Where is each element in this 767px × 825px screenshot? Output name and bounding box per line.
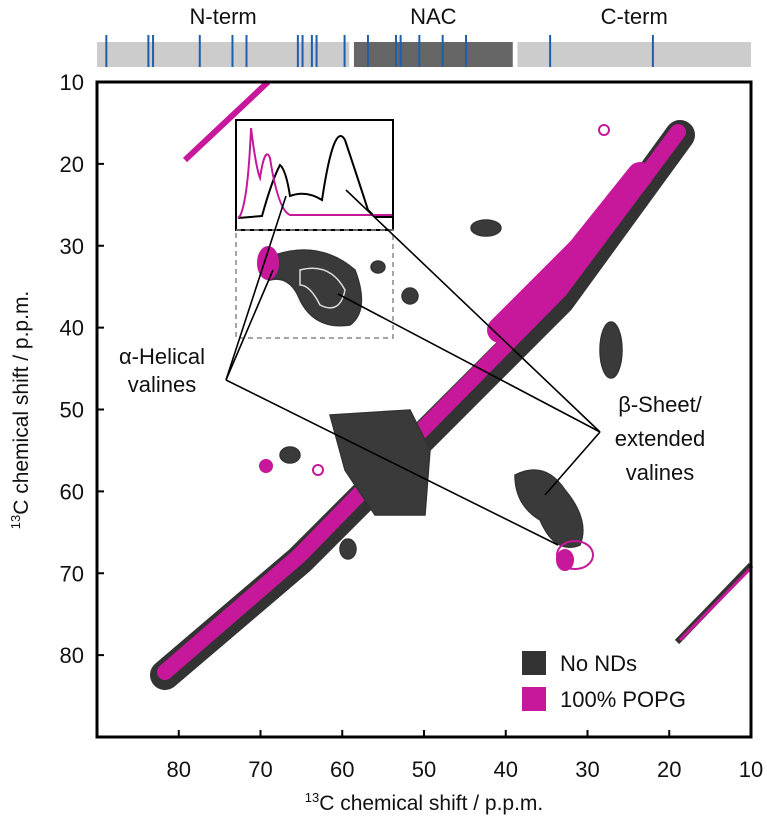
legend-label: 100% POPG: [560, 687, 686, 712]
peaks: [269, 219, 623, 560]
domain-label: NAC: [410, 4, 457, 29]
y-tick-label: 60: [60, 479, 84, 504]
label-text: C chemical shift / p.p.m.: [319, 792, 543, 815]
x-tick-label: 60: [330, 757, 354, 782]
x-axis-label: 13C chemical shift / p.p.m.: [305, 790, 544, 815]
annotation: valines: [128, 372, 196, 397]
annotation: β-Sheet/: [618, 392, 702, 417]
y-tick-label: 40: [60, 316, 84, 341]
x-tick-label: 70: [248, 757, 272, 782]
y-tick-label: 10: [60, 70, 84, 95]
y-axis-label: 13C chemical shift / p.p.m.: [8, 291, 33, 530]
arrows: [225, 189, 601, 546]
superscript: 13: [8, 515, 23, 529]
domain-label: C-term: [601, 4, 668, 29]
label-text: C chemical shift / p.p.m.: [10, 291, 33, 515]
legend-swatch: [522, 687, 546, 711]
inset: [235, 119, 394, 339]
sideband: [182, 79, 271, 163]
x-tick-label: 80: [167, 757, 191, 782]
inset-trace: [237, 127, 392, 219]
inset-trace: [237, 135, 392, 219]
y-tick-label: 50: [60, 398, 84, 423]
legend-swatch: [522, 651, 546, 675]
x-tick-label: 30: [575, 757, 599, 782]
annotation: α-Helical: [119, 344, 205, 369]
x-tick-label: 50: [412, 757, 436, 782]
inset-region: [235, 229, 394, 339]
x-tick-label: 40: [494, 757, 518, 782]
diagonal: [487, 162, 653, 343]
legend-label: No NDs: [560, 651, 637, 676]
sideband: [678, 566, 753, 642]
domain-bar: [353, 42, 513, 67]
y-tick-label: 30: [60, 234, 84, 259]
annotation: extended: [615, 426, 706, 451]
y-tick-label: 20: [60, 152, 84, 177]
domain-bar: [97, 42, 350, 67]
annotation: valines: [626, 460, 694, 485]
y-tick-label: 80: [60, 643, 84, 668]
domain-label: N-term: [190, 4, 257, 29]
y-tick-label: 70: [60, 561, 84, 586]
contour-spectra: [150, 79, 754, 690]
domain-bar: [517, 42, 751, 67]
x-tick-label: 20: [657, 757, 681, 782]
inset-frame: [235, 119, 394, 231]
superscript: 13: [305, 790, 319, 805]
x-tick-label: 10: [739, 757, 763, 782]
